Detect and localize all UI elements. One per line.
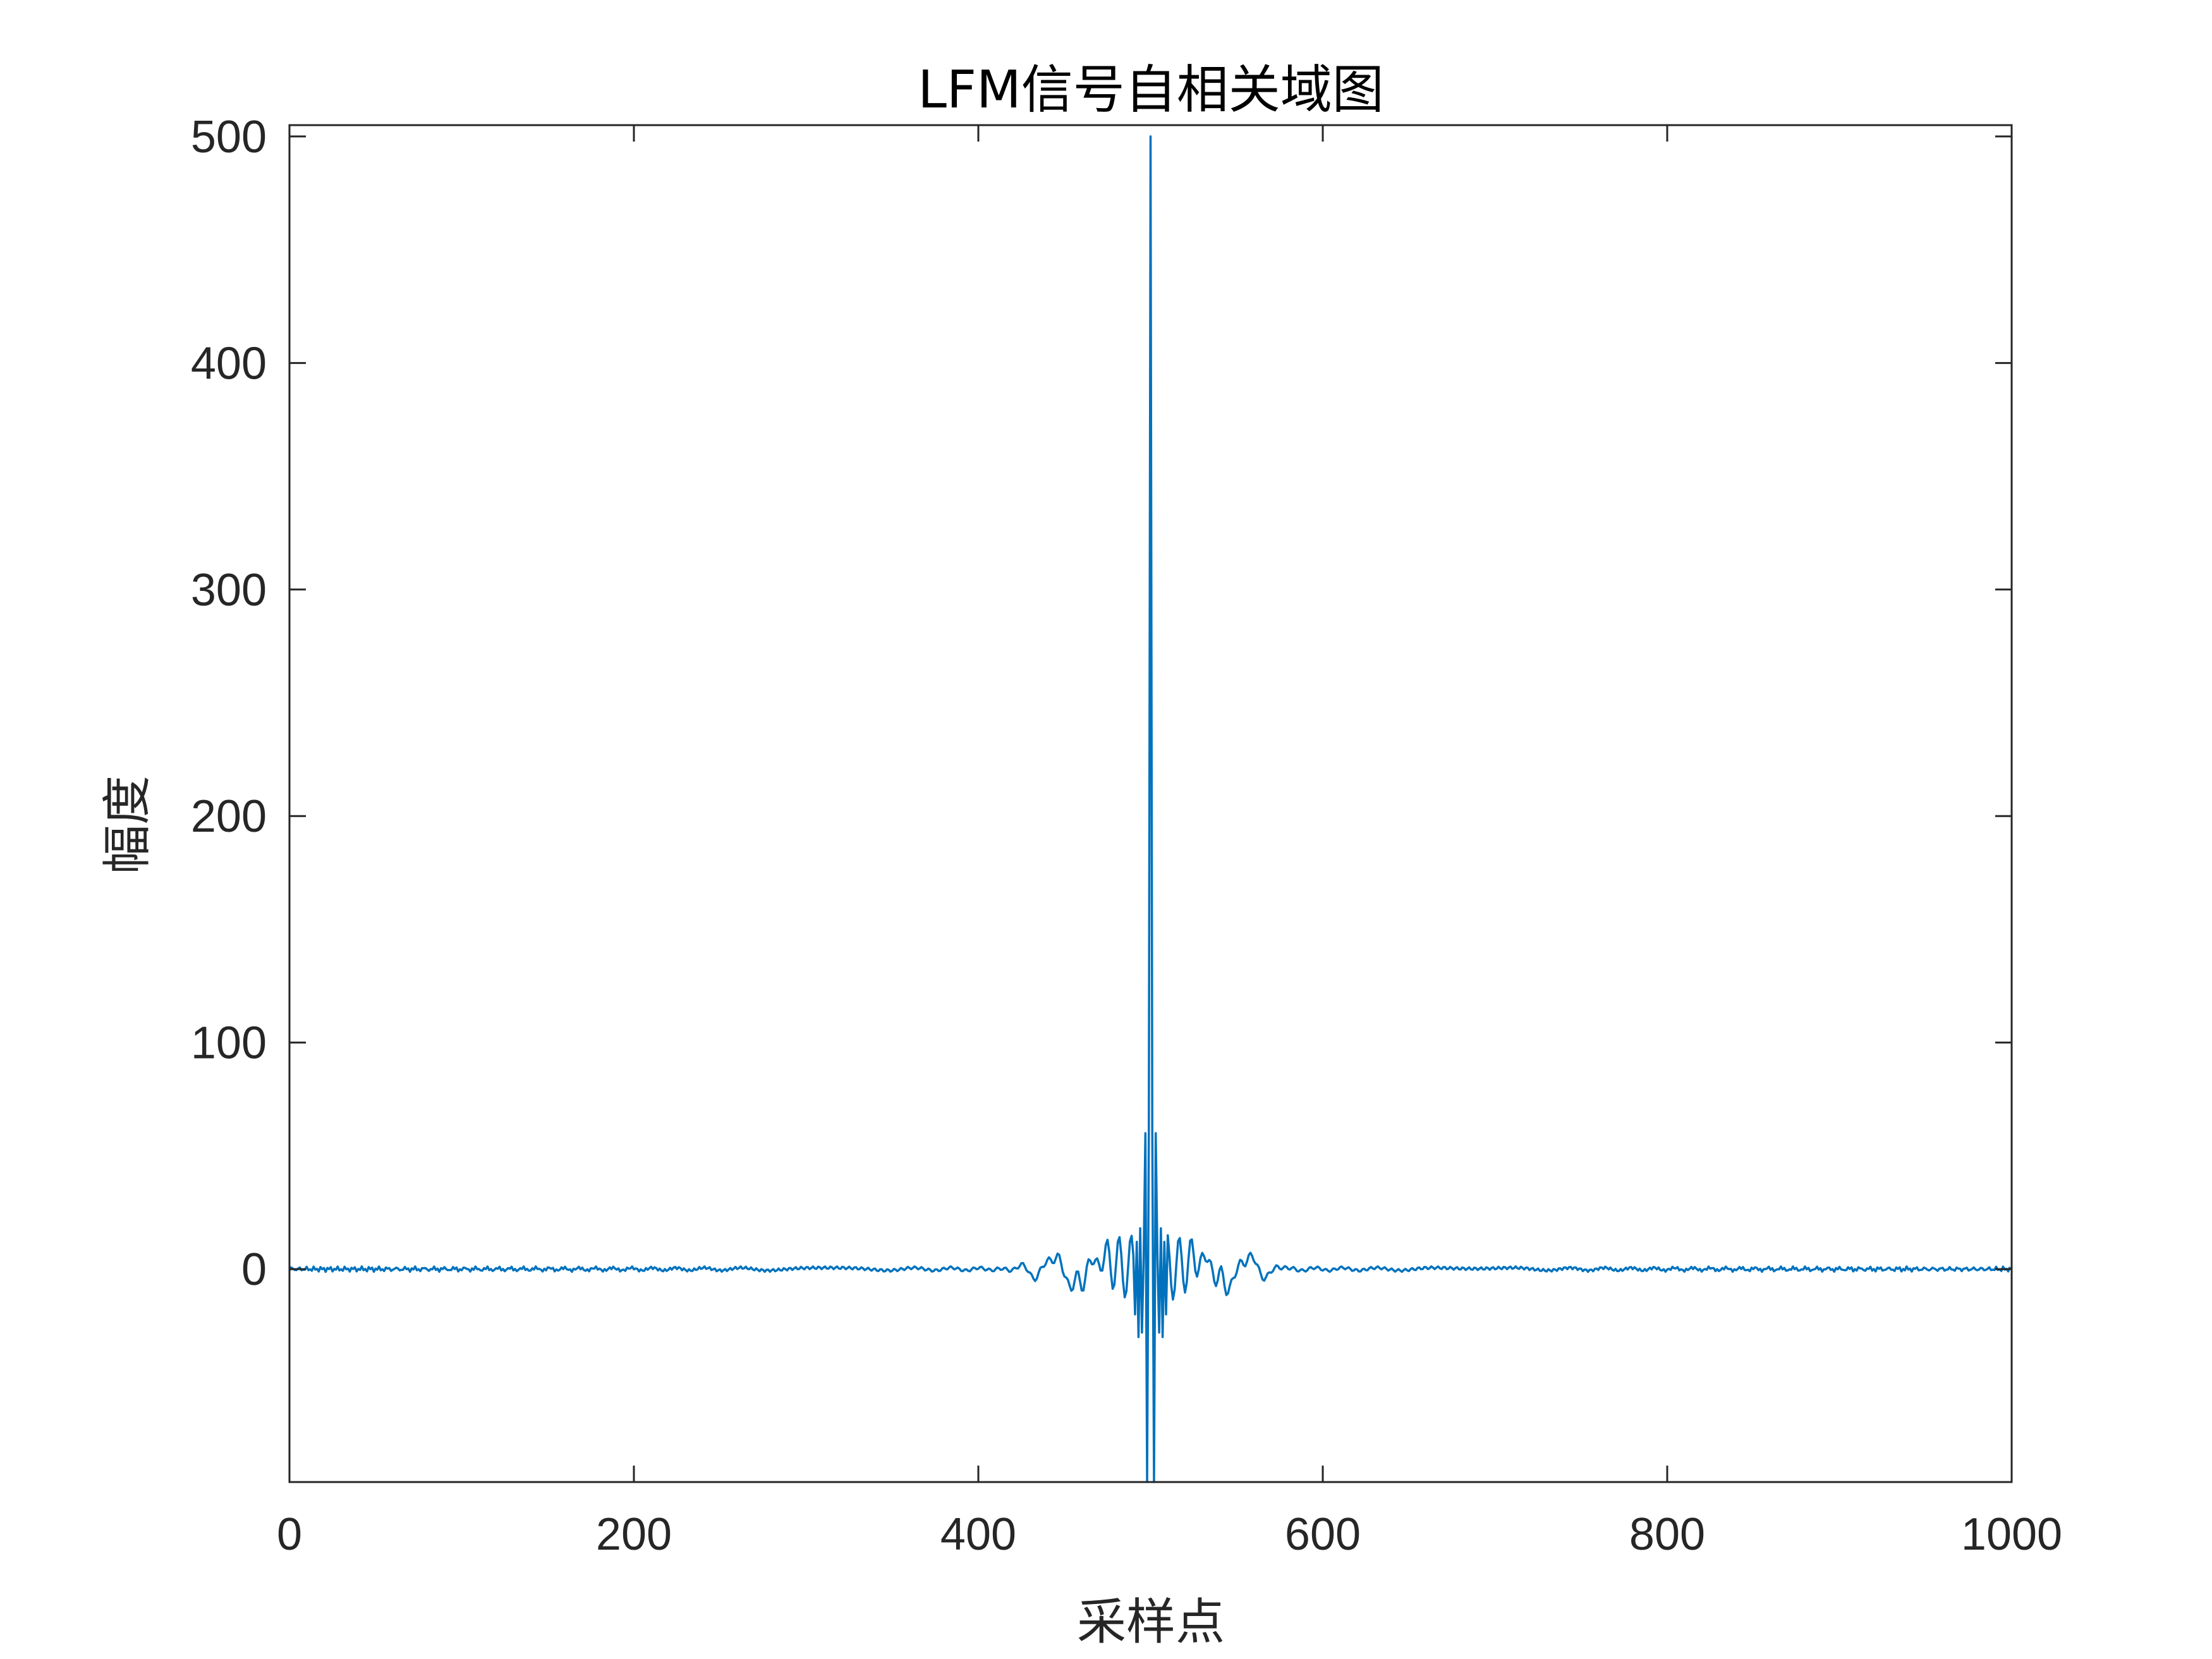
x-tick-label: 400 bbox=[940, 1509, 1016, 1560]
chart-title: LFM信号自相关域图 bbox=[918, 60, 1384, 120]
y-tick-label: 400 bbox=[191, 338, 267, 389]
x-tick-label: 800 bbox=[1629, 1509, 1705, 1560]
y-tick-label: 300 bbox=[191, 565, 267, 616]
x-axis-title: 采样点 bbox=[1077, 1594, 1225, 1651]
axes-layer: 0 200 400 600 800 1000 0 100 200 300 400 500 bbox=[191, 112, 2062, 1560]
plot-layer bbox=[288, 135, 2011, 1483]
y-tick-label: 500 bbox=[191, 112, 267, 162]
y-axis-title: 幅度 bbox=[99, 775, 156, 874]
axes-box bbox=[288, 124, 2013, 1483]
y-tick-label: 200 bbox=[191, 791, 267, 842]
y-tick-label: 0 bbox=[241, 1244, 267, 1295]
x-tick-label: 600 bbox=[1285, 1509, 1361, 1560]
x-tick-label: 1000 bbox=[1961, 1509, 2062, 1560]
x-tick-label: 0 bbox=[277, 1509, 302, 1560]
y-tick-label: 100 bbox=[191, 1018, 267, 1069]
x-tick-label: 200 bbox=[596, 1509, 672, 1560]
series-line bbox=[288, 135, 2011, 1483]
